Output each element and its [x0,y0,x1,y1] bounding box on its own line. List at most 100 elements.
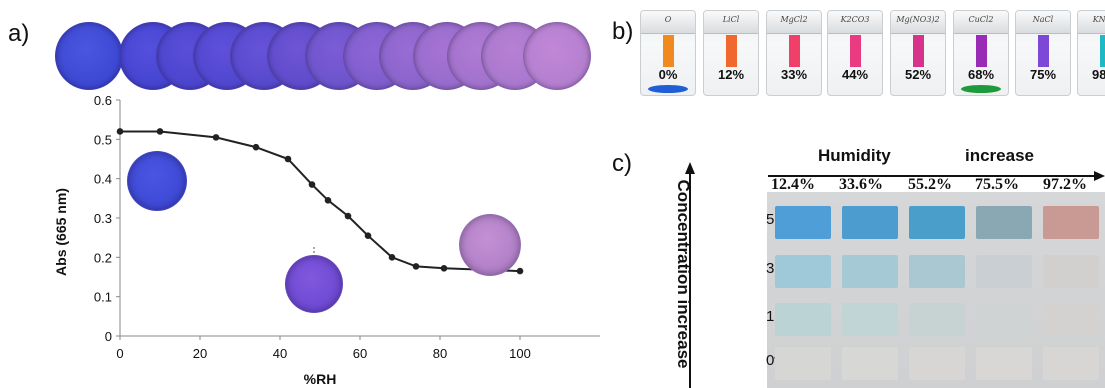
data-point [252,143,260,151]
concentration-arrowhead [685,162,695,174]
vial-cap-label: K2CO3 [840,15,870,24]
concentration-label: Concentration increase [674,180,693,369]
disc-strip [55,22,591,102]
color-swatch [976,255,1032,288]
data-point [364,232,372,239]
x-tick-label: 100 [509,346,531,361]
data-point [412,263,420,270]
vial-cap: Mg(NO3)2 [891,11,945,34]
y-tick-label: 0.1 [94,290,112,305]
color-swatch [842,206,898,239]
data-point [116,128,124,135]
vial-humidity-label: 98% [1091,67,1105,82]
panel-c-arrows: Concentration increase [674,162,1105,388]
x-axis-label: %RH [304,371,337,387]
y-tick-label: 0.5 [94,132,112,147]
data-point [308,181,316,188]
vial-humidity-label: 33% [780,67,808,82]
inset-disc-blue [127,151,187,211]
y-tick-label: 0.4 [94,172,112,187]
inset-disc-violet [285,255,343,313]
vial-cap-label: LiCl [722,15,740,24]
color-swatch [775,347,831,380]
indicator-strip [789,35,800,67]
x-tick-label: 80 [433,346,447,361]
color-swatch [842,347,898,380]
indicator-strip [1100,35,1105,67]
humidity-column-label: 33.6% [839,176,883,193]
vial-cap: NaCl [1016,11,1070,34]
vial: LiCl 12% [703,10,759,96]
panel-label-c: c) [612,150,632,177]
vial-cap-label: Mg(NO3)2 [896,15,940,24]
vial-humidity-label: 68% [967,67,995,82]
color-swatch [842,303,898,336]
vial-cap: LiCl [704,11,758,34]
y-tick-label: 0.3 [94,211,112,226]
color-swatch [976,206,1032,239]
vial-cap-label: O [664,15,672,24]
color-swatch [1043,206,1099,239]
vial-cap: O [641,11,695,34]
inset-disc-pink [459,214,521,276]
x-tick-label: 0 [116,346,123,361]
humidity-column-label: 75.5% [975,176,1019,193]
color-swatch [1043,347,1099,380]
data-point [212,134,220,141]
data-points [116,128,524,275]
y-tick-label: 0.6 [94,93,112,108]
color-swatch [909,347,965,380]
color-swatch [775,303,831,336]
color-swatch [976,347,1032,380]
color-swatch [909,255,965,288]
panel-label-b: b) [612,18,634,45]
data-point [284,155,292,163]
vial-humidity-label: 44% [841,67,869,82]
indicator-strip [976,35,987,67]
chart-ticks: 0 0.1 0.2 0.3 0.4 0.5 0.6 0 20 40 60 80 100 [94,93,531,361]
y-axis-label: Abs (665 nm) [53,188,69,276]
panel-label-a: a) [8,20,30,47]
color-swatch [976,303,1032,336]
vial: K2CO3 44% [827,10,883,96]
vial-cap-label: MgCl2 [780,15,808,24]
color-swatch [775,206,831,239]
vial-humidity-label: 12% [717,67,745,82]
humidity-vials: O 0% LiCl 12% MgCl2 33% K2CO3 44% Mg(NO3)2 52% CuC… [640,0,1105,110]
vial-cap-label: NaCl [1032,15,1054,24]
data-point [388,254,396,261]
indicator-strip [726,35,737,67]
y-tick-label: 0.2 [94,250,112,265]
humidity-column-label: 97.2% [1043,176,1087,193]
x-tick-label: 40 [273,346,287,361]
salt-layer [961,85,1001,93]
data-point [344,212,352,220]
humidity-label: Humidity [818,146,891,165]
color-swatch [1043,255,1099,288]
color-swatch [909,206,965,239]
vial-cap-label: KNO3 [1092,15,1105,24]
vial: NaCl 75% [1015,10,1071,96]
absorbance-chart: 0 0.1 0.2 0.3 0.4 0.5 0.6 0 20 40 60 80 100 Abs (665… [53,93,600,387]
vial: KNO3 98% [1077,10,1105,96]
color-swatch [775,255,831,288]
vial-cap: KNO3 [1078,11,1105,34]
y-tick-label: 0 [105,329,112,344]
data-point [324,197,332,204]
film-disc [523,22,591,90]
indicator-strip [913,35,924,67]
data-point [156,128,164,135]
vial-cap: CuCl2 [954,11,1008,34]
film-disc [55,22,123,90]
indicator-strip [850,35,861,67]
vial: Mg(NO3)2 52% [890,10,946,96]
humidity-arrowhead [1094,171,1105,181]
vial-cap: MgCl2 [767,11,821,34]
indicator-strip [1038,35,1049,67]
salt-layer [648,85,688,93]
humidity-column-label: 12.4% [771,176,815,193]
vial-humidity-label: 75% [1029,67,1057,82]
vial-cap: K2CO3 [828,11,882,34]
color-swatch [909,303,965,336]
vial-humidity-label: 52% [904,67,932,82]
